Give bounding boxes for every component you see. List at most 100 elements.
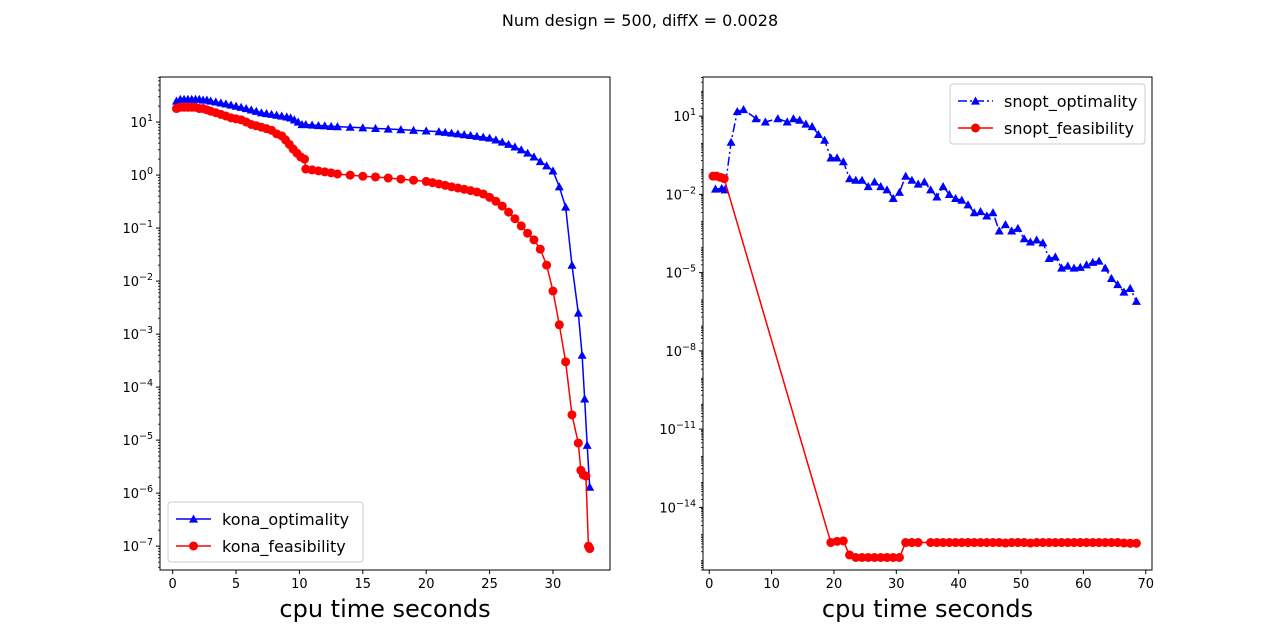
data-point-triangle [326, 121, 336, 130]
data-point-triangle [751, 114, 761, 123]
data-point-triangle [516, 145, 526, 154]
data-point-triangle [807, 122, 817, 131]
data-point-triangle [221, 99, 231, 108]
y-tick-label: 10−8 [665, 342, 696, 360]
data-point-triangle [926, 185, 936, 194]
x-axis-label: cpu time seconds [822, 595, 1033, 623]
data-point-triangle [820, 135, 830, 144]
figure-suptitle: Num design = 500, diffX = 0.0028 [502, 11, 778, 30]
data-point-circle [1075, 538, 1085, 548]
data-point-circle [1125, 538, 1135, 548]
data-point-triangle [913, 179, 923, 188]
data-point-triangle [982, 211, 992, 220]
data-point-triangle [1038, 238, 1048, 247]
x-tick-label: 25 [481, 577, 498, 592]
data-point-circle [1038, 538, 1048, 548]
data-point-circle [1094, 538, 1104, 548]
y-tick-label: 10−2 [122, 272, 153, 290]
data-point-triangle [472, 131, 482, 140]
data-point-triangle [459, 130, 469, 139]
data-point-triangle [894, 187, 904, 196]
data-point-circle [894, 553, 904, 563]
x-tick-label: 10 [291, 577, 308, 592]
legend-label-kona_feasibility: kona_feasibility [222, 537, 346, 557]
y-tick-label: 10−1 [122, 219, 153, 237]
data-point-triangle [826, 153, 836, 162]
data-point-triangle [1050, 252, 1060, 261]
y-tick-label: 10−14 [659, 498, 696, 516]
data-point-triangle [1019, 234, 1029, 243]
data-point-triangle [447, 128, 457, 137]
x-tick-label: 30 [545, 577, 562, 592]
data-point-circle [567, 410, 577, 420]
data-point-triangle [577, 350, 587, 359]
data-point-triangle [396, 125, 406, 134]
data-point-circle [504, 207, 514, 217]
data-point-circle [957, 538, 967, 548]
data-point-triangle [1082, 260, 1092, 269]
data-point-triangle [241, 104, 251, 113]
data-point-triangle [994, 226, 1004, 235]
data-point-circle [529, 235, 539, 245]
data-point-circle [523, 228, 533, 238]
data-point-circle [988, 538, 998, 548]
legend: kona_optimality kona_feasibility [167, 501, 364, 563]
y-tick-label: 100 [130, 166, 153, 184]
legend: snopt_optimality snopt_feasibility [949, 83, 1146, 145]
data-point-circle [882, 553, 892, 563]
data-point-triangle [510, 142, 520, 151]
data-point-circle [969, 538, 979, 548]
data-point-triangle [580, 394, 590, 403]
data-point-circle [851, 553, 861, 563]
data-point-circle [913, 538, 923, 548]
data-point-circle [869, 553, 879, 563]
data-point-triangle [944, 189, 954, 198]
data-point-triangle [307, 120, 317, 129]
data-point-triangle [988, 208, 998, 217]
data-point-circle [1007, 538, 1017, 548]
data-point-circle [944, 538, 954, 548]
data-point-circle [358, 171, 368, 181]
data-point-triangle [478, 132, 488, 141]
y-tick-label: 10−5 [665, 264, 696, 282]
data-point-circle [857, 553, 867, 563]
x-tick-label: 5 [232, 577, 240, 592]
data-point-triangle [542, 161, 552, 170]
data-point-triangle [548, 166, 558, 175]
data-point-triangle [1131, 296, 1141, 305]
data-point-circle [1032, 538, 1042, 548]
data-point-circle [888, 553, 898, 563]
data-point-triangle [1025, 237, 1035, 246]
y-tick-label: 10−5 [122, 431, 153, 449]
data-point-triangle [951, 193, 961, 203]
data-point-triangle [529, 152, 539, 161]
data-point-triangle [788, 114, 798, 123]
data-point-triangle [907, 175, 917, 184]
data-point-circle [938, 538, 948, 548]
data-point-circle [1050, 538, 1060, 548]
x-tick-label: 20 [418, 577, 435, 592]
data-point-triangle [919, 177, 929, 186]
legend-marker-triangle [189, 514, 198, 523]
data-point-triangle [453, 129, 463, 138]
data-point-triangle [963, 200, 973, 209]
data-point-triangle [710, 184, 720, 193]
data-point-circle [926, 538, 936, 548]
data-point-circle [491, 196, 501, 206]
data-point-triangle [320, 121, 330, 130]
data-point-triangle [226, 100, 236, 109]
legend-marker-triangle [971, 96, 980, 105]
x-tick-label: 60 [1075, 577, 1092, 592]
data-point-triangle [535, 157, 545, 166]
data-point-triangle [231, 101, 241, 110]
data-point-triangle [497, 137, 507, 146]
data-point-triangle [795, 115, 805, 124]
data-point-triangle [901, 171, 911, 180]
data-point-triangle [561, 202, 571, 211]
y-tick-label: 101 [673, 107, 696, 125]
data-point-triangle [782, 117, 792, 126]
data-point-circle [963, 538, 973, 548]
data-point-circle [1063, 538, 1073, 548]
data-point-triangle [345, 122, 355, 131]
data-point-triangle [485, 133, 495, 142]
